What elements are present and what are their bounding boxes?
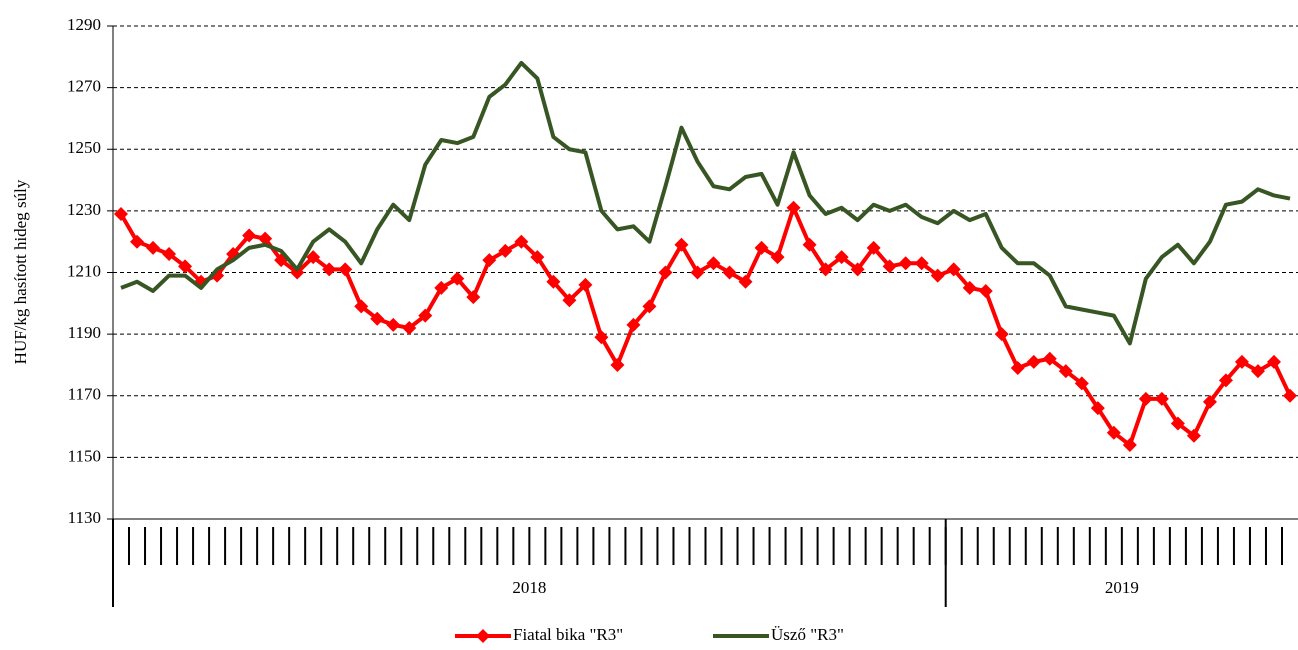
- y-tick-label: 1190: [68, 323, 101, 342]
- marker: [658, 265, 673, 280]
- marker: [594, 330, 609, 345]
- marker: [1186, 428, 1201, 443]
- marker: [610, 357, 625, 372]
- marker: [994, 327, 1009, 342]
- marker: [434, 280, 449, 295]
- marker: [1074, 376, 1089, 391]
- marker: [514, 234, 529, 249]
- marker: [850, 262, 865, 277]
- marker: [1218, 373, 1233, 388]
- marker: [1058, 364, 1073, 379]
- marker: [946, 262, 961, 277]
- series-line: [119, 205, 1292, 448]
- y-axis-title: HUF/kg hasított hideg súly: [11, 179, 30, 364]
- marker: [1010, 361, 1025, 376]
- legend-label: Fiatal bika "R3": [513, 625, 623, 644]
- group-label: 2019: [1105, 578, 1139, 597]
- marker: [146, 240, 161, 255]
- marker: [1154, 391, 1169, 406]
- marker: [1042, 351, 1057, 366]
- marker: [578, 277, 593, 292]
- marker: [466, 290, 481, 305]
- marker: [706, 256, 721, 271]
- marker: [978, 283, 993, 298]
- marker: [562, 293, 577, 308]
- y-tick-label: 1170: [68, 385, 101, 404]
- marker: [354, 299, 369, 314]
- marker: [1234, 354, 1249, 369]
- marker: [1138, 391, 1153, 406]
- marker: [930, 268, 945, 283]
- marker: [242, 228, 257, 243]
- marker: [290, 265, 305, 280]
- marker: [914, 256, 929, 271]
- marker: [802, 237, 817, 252]
- marker: [642, 299, 657, 314]
- y-tick-label: 1210: [67, 261, 101, 280]
- legend-marker: [476, 629, 490, 643]
- marker: [306, 250, 321, 265]
- group-label: 2018: [512, 578, 546, 597]
- marker: [530, 250, 545, 265]
- y-tick-label: 1270: [67, 77, 101, 96]
- marker: [1090, 401, 1105, 416]
- marker: [1202, 394, 1217, 409]
- marker: [130, 234, 145, 249]
- marker: [274, 253, 289, 268]
- y-tick-label: 1150: [68, 446, 101, 465]
- marker: [450, 271, 465, 286]
- marker: [866, 240, 881, 255]
- marker: [226, 247, 241, 262]
- marker: [402, 320, 417, 335]
- marker: [1026, 354, 1041, 369]
- marker: [1122, 438, 1137, 453]
- marker: [786, 200, 801, 215]
- legend-label: Üsző "R3": [771, 625, 844, 644]
- marker: [770, 250, 785, 265]
- marker: [162, 247, 177, 262]
- marker: [370, 311, 385, 326]
- marker: [818, 262, 833, 277]
- marker: [386, 317, 401, 332]
- marker: [1250, 364, 1265, 379]
- marker: [626, 317, 641, 332]
- marker: [258, 231, 273, 246]
- marker: [322, 262, 337, 277]
- marker: [690, 265, 705, 280]
- marker: [1170, 416, 1185, 431]
- marker: [834, 250, 849, 265]
- y-tick-label: 1290: [67, 15, 101, 34]
- marker: [962, 280, 977, 295]
- series-line: [120, 60, 1291, 346]
- marker: [114, 206, 129, 221]
- marker: [418, 308, 433, 323]
- marker: [722, 265, 737, 280]
- marker: [898, 256, 913, 271]
- y-tick-label: 1130: [68, 508, 101, 527]
- marker: [1282, 388, 1297, 403]
- marker: [338, 262, 353, 277]
- marker: [482, 253, 497, 268]
- marker: [754, 240, 769, 255]
- y-tick-label: 1230: [67, 200, 101, 219]
- marker: [674, 237, 689, 252]
- marker: [738, 274, 753, 289]
- y-tick-label: 1250: [67, 138, 101, 157]
- marker: [498, 243, 513, 258]
- marker: [546, 274, 561, 289]
- marker: [1266, 354, 1281, 369]
- marker: [1106, 425, 1121, 440]
- marker: [178, 259, 193, 274]
- marker: [882, 259, 897, 274]
